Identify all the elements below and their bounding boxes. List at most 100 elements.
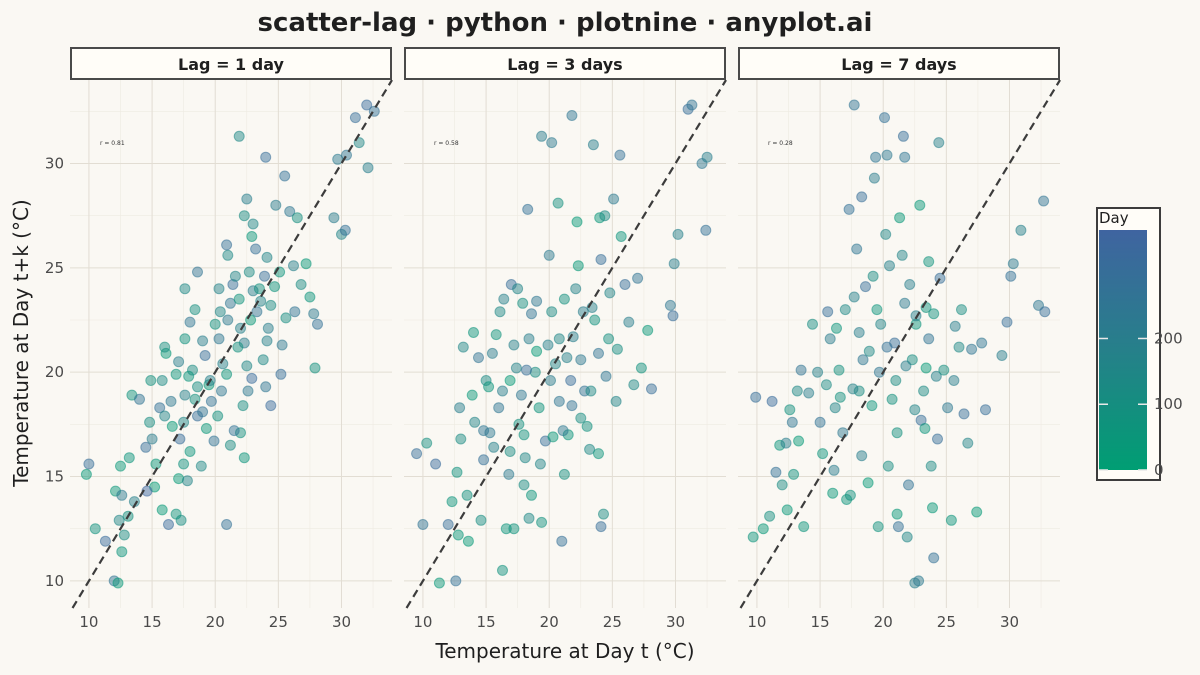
data-point (542, 339, 554, 351)
data-point (928, 552, 940, 564)
y-axis-title: Temperature at Day t+k (°C) (9, 199, 33, 487)
data-point (159, 410, 171, 422)
identity-line (739, 79, 1061, 609)
data-point (980, 404, 991, 416)
data-point (184, 316, 196, 328)
data-point (848, 99, 860, 111)
data-point (156, 375, 168, 386)
data-point (701, 151, 713, 163)
data-point (1039, 306, 1051, 318)
data-point (261, 251, 273, 263)
data-point (110, 485, 121, 497)
data-point (497, 564, 508, 576)
data-point (862, 477, 874, 489)
data-point (170, 368, 182, 380)
data-point (595, 521, 607, 533)
data-point (173, 356, 185, 368)
data-point (181, 475, 193, 487)
data-point (667, 310, 679, 322)
data-point (827, 487, 839, 499)
data-point (199, 350, 211, 361)
data-point (844, 489, 856, 501)
data-point (798, 521, 810, 533)
data-point (868, 172, 880, 184)
data-point (478, 454, 490, 466)
data-point (1005, 270, 1017, 282)
data-point (856, 191, 868, 203)
data-point (280, 312, 292, 324)
data-point (894, 212, 906, 224)
x-tick-label: 20 (874, 613, 893, 631)
data-point (976, 337, 988, 349)
data-point (774, 439, 786, 451)
data-point (593, 448, 604, 460)
data-point (238, 337, 250, 349)
data-point (512, 283, 524, 295)
y-tick-label: 30 (45, 154, 64, 172)
data-point (134, 393, 145, 405)
y-tick-label: 20 (45, 363, 64, 381)
data-point (235, 427, 246, 439)
data-point (923, 256, 935, 268)
data-point (510, 362, 522, 374)
data-point (312, 318, 323, 330)
data-point (632, 272, 644, 284)
data-point (812, 366, 824, 378)
data-point (672, 228, 684, 240)
data-point (213, 333, 225, 345)
data-point (565, 375, 577, 386)
data-point (241, 360, 253, 372)
data-point (786, 416, 798, 428)
data-point (913, 575, 925, 587)
data-point (341, 149, 352, 161)
data-point (529, 366, 541, 378)
data-point (488, 441, 500, 453)
data-point (163, 519, 174, 530)
x-tick-label: 20 (206, 613, 225, 631)
data-point (242, 385, 254, 397)
data-point (238, 210, 250, 222)
data-point (515, 389, 527, 401)
data-point (115, 460, 126, 472)
data-point (265, 400, 277, 412)
data-point (546, 306, 558, 318)
data-point (159, 341, 171, 353)
data-point (265, 299, 277, 311)
data-point (892, 521, 904, 533)
data-point (208, 435, 220, 447)
x-tick-label: 25 (603, 613, 622, 631)
data-point (228, 425, 240, 437)
data-point (909, 404, 921, 416)
data-point (558, 293, 570, 305)
data-point (187, 364, 198, 376)
data-point (475, 514, 487, 526)
data-point (615, 231, 627, 242)
data-point (457, 341, 469, 353)
data-point (504, 446, 516, 457)
data-point (500, 523, 512, 535)
data-point (829, 402, 841, 414)
data-point (608, 193, 620, 205)
data-point (523, 512, 535, 524)
data-point (871, 304, 883, 316)
data-point (664, 299, 676, 311)
data-point (920, 362, 932, 374)
x-tick-label: 15 (477, 613, 496, 631)
data-point (192, 266, 203, 278)
data-point (494, 306, 506, 318)
data-point (332, 153, 344, 165)
data-point (291, 212, 303, 224)
data-point (279, 170, 291, 182)
facet-panel: Lag = 1 day r = 0.81 10 15 20 25 30 (70, 47, 393, 631)
data-point (784, 404, 796, 416)
data-point (232, 341, 244, 353)
data-point (200, 423, 212, 434)
data-point (209, 318, 221, 330)
data-point (144, 416, 156, 428)
data-point (260, 151, 272, 163)
x-tick-label: 30 (1000, 613, 1019, 631)
x-tick-label: 25 (937, 613, 956, 631)
data-point (89, 523, 101, 535)
legend-title: Day (1099, 209, 1129, 227)
